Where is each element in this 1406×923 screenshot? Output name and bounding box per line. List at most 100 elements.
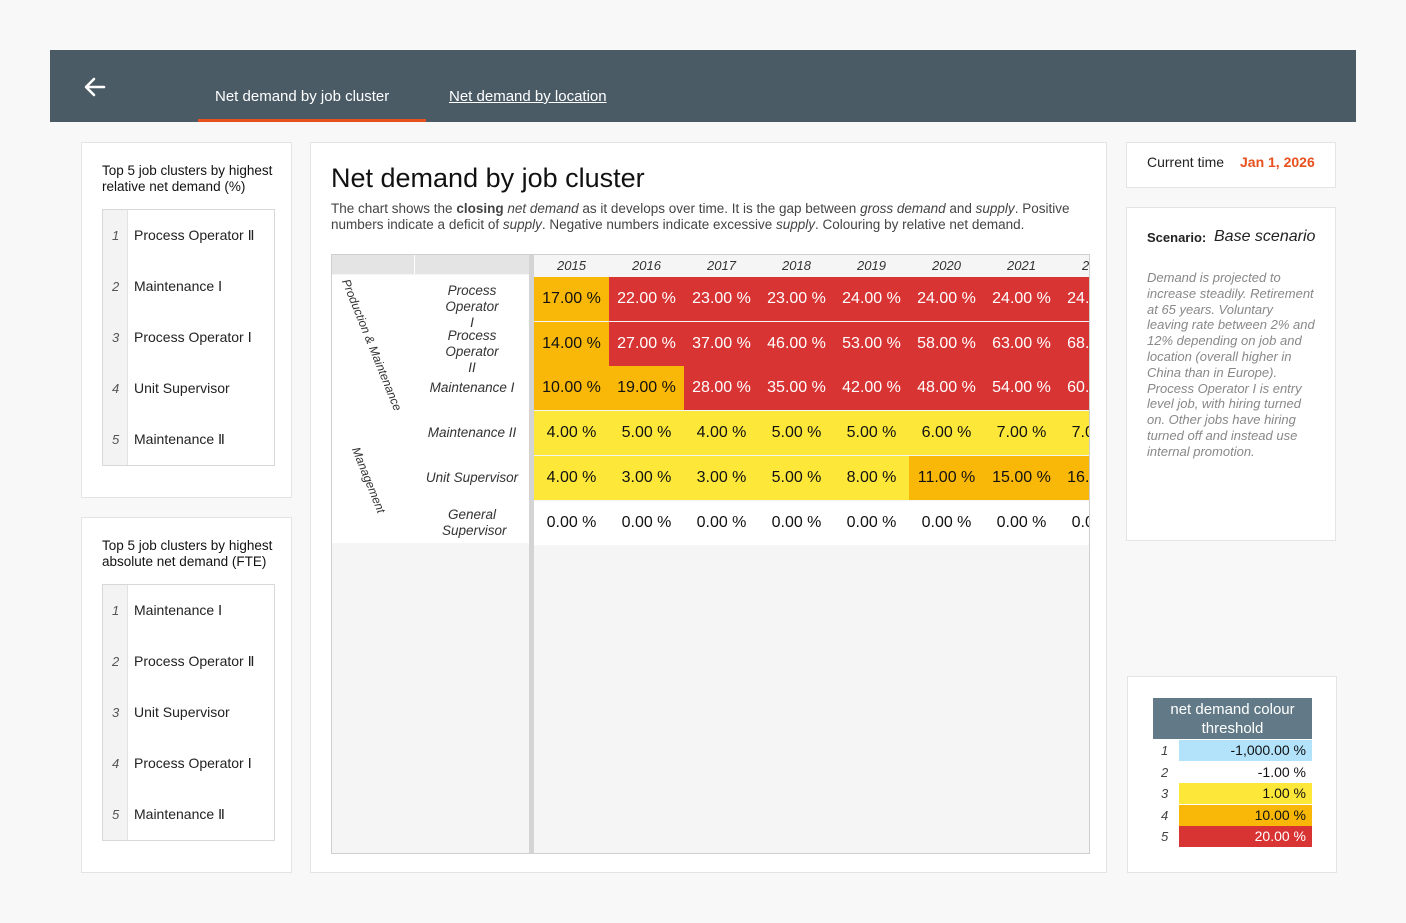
heatmap-cell[interactable]: 11.00 % <box>909 455 984 500</box>
heatmap-cell[interactable]: 5.00 % <box>834 411 909 456</box>
relative-rank-list: 1 Process Operator Ⅱ 2 Maintenance Ⅰ 3 Proc… <box>102 209 275 466</box>
heatmap-cell[interactable]: 16.00 % <box>1059 455 1089 500</box>
heatmap-cell[interactable]: 0.00 % <box>1059 500 1089 545</box>
heatmap-cell[interactable]: 22.00 % <box>609 277 684 321</box>
tab-net-demand-by-job-cluster[interactable]: Net demand by job cluster <box>215 88 390 105</box>
current-time-label: Current time <box>1147 154 1225 170</box>
heatmap-cell[interactable]: 0.00 % <box>834 500 909 545</box>
threshold-value: 1.00 % <box>1179 783 1312 804</box>
threshold-row: 3 1.00 % <box>1153 783 1312 805</box>
heatmap-cell[interactable]: 28.00 % <box>684 366 759 411</box>
heatmap-cell[interactable]: 17.00 % <box>534 277 609 321</box>
row-label: Maintenance I <box>429 380 515 396</box>
heatmap-cell[interactable]: 4.00 % <box>534 411 609 456</box>
threshold-row: 2 -1.00 % <box>1153 761 1312 784</box>
year-header: 2020 <box>932 258 961 273</box>
heatmap-cell[interactable]: 23.00 % <box>684 277 759 321</box>
arrow-left-icon[interactable] <box>82 74 108 100</box>
absolute-panel-title: Top 5 job clusters by highest absolute n… <box>102 538 273 569</box>
scenario-panel: Scenario: Base scenario Demand is projec… <box>1126 207 1336 541</box>
absolute-net-demand-panel: Top 5 job clusters by highest absolute n… <box>81 517 292 873</box>
threshold-value: -1.00 % <box>1179 761 1312 783</box>
heatmap-cell[interactable]: 35.00 % <box>759 366 834 411</box>
heatmap-cell[interactable]: 60.00 % <box>1059 366 1089 411</box>
heatmap-cell[interactable]: 8.00 % <box>834 455 909 500</box>
active-tab-indicator <box>198 119 426 122</box>
net-demand-heatmap[interactable]: 2015 2016 2017 2018 2019 2020 2021 2022 Process … <box>331 254 1090 854</box>
row-label: Process Operator II <box>445 327 499 375</box>
heatmap-cell[interactable]: 5.00 % <box>759 455 834 500</box>
heatmap-cell[interactable]: 48.00 % <box>909 366 984 411</box>
heatmap-cell[interactable]: 23.00 % <box>759 277 834 321</box>
threshold-index: 3 <box>1153 783 1179 804</box>
threshold-row: 4 10.00 % <box>1153 804 1312 827</box>
threshold-index: 4 <box>1153 804 1179 826</box>
heatmap-cell[interactable]: 24.00 % <box>834 277 909 321</box>
list-item: 4 Unit Supervisor <box>112 380 230 396</box>
heatmap-cell[interactable]: 3.00 % <box>609 455 684 500</box>
heatmap-cell[interactable]: 7.00 % <box>984 411 1059 456</box>
heatmap-cell[interactable]: 37.00 % <box>684 321 759 366</box>
year-header: 2016 <box>632 258 661 273</box>
threshold-value: -1,000.00 % <box>1179 740 1312 761</box>
scenario-description: Demand is projected to increase steadily… <box>1147 270 1315 459</box>
current-time-value: Jan 1, 2026 <box>1240 154 1315 170</box>
threshold-row: 5 20.00 % <box>1153 826 1312 848</box>
year-header: 2017 <box>707 258 736 273</box>
heatmap-cell[interactable]: 0.00 % <box>759 500 834 545</box>
heatmap-cell[interactable]: 58.00 % <box>909 321 984 366</box>
absolute-rank-list: 1 Maintenance Ⅰ 2 Process Operator Ⅱ 3 Unit… <box>102 584 275 841</box>
heatmap-cell[interactable]: 5.00 % <box>759 411 834 456</box>
row-label: Process Operator I <box>445 283 499 330</box>
page-title: Net demand by job cluster <box>331 163 645 193</box>
row-label: Maintenance II <box>427 425 517 441</box>
heatmap-cell[interactable]: 24.00 % <box>909 277 984 321</box>
relative-panel-title: Top 5 job clusters by highest relative n… <box>102 163 273 194</box>
scenario-label: Scenario: <box>1147 230 1207 245</box>
current-time-panel: Current time Jan 1, 2026 <box>1126 142 1336 188</box>
list-item: 3 Unit Supervisor <box>112 704 230 720</box>
heatmap-cell[interactable]: 7.00 % <box>1059 411 1089 456</box>
heatmap-cell[interactable]: 27.00 % <box>609 321 684 366</box>
list-item: 5 Maintenance Ⅱ <box>112 431 225 447</box>
heatmap-cell[interactable]: 5.00 % <box>609 411 684 456</box>
year-header: 2021 <box>1007 258 1036 273</box>
heatmap-cell[interactable]: 54.00 % <box>984 366 1059 411</box>
heatmap-cell[interactable]: 53.00 % <box>834 321 909 366</box>
main-chart-panel: Net demand by job cluster The chart show… <box>310 142 1107 873</box>
heatmap-cell[interactable]: 4.00 % <box>684 411 759 456</box>
heatmap-cell[interactable]: 14.00 % <box>534 321 609 366</box>
heatmap-cell[interactable]: 46.00 % <box>759 321 834 366</box>
heatmap-cell[interactable]: 0.00 % <box>534 500 609 545</box>
heatmap-cell[interactable]: 15.00 % <box>984 455 1059 500</box>
year-header: 2015 <box>557 258 586 273</box>
grid-header-corner <box>332 255 529 274</box>
row-header-area <box>332 275 529 543</box>
heatmap-cell[interactable]: 19.00 % <box>609 366 684 411</box>
threshold-index: 2 <box>1153 761 1179 783</box>
threshold-value: 20.00 % <box>1179 826 1312 847</box>
threshold-row: 1 -1,000.00 % <box>1153 740 1312 762</box>
threshold-panel: net demand colour threshold 1 -1,000.00 %… <box>1127 676 1337 873</box>
heatmap-cell[interactable]: 0.00 % <box>609 500 684 545</box>
heatmap-cell[interactable]: 68.00 % <box>1059 321 1089 366</box>
heatmap-cell[interactable]: 24.00 % <box>984 277 1059 321</box>
heatmap-cell[interactable]: 63.00 % <box>984 321 1059 366</box>
heatmap-cell[interactable]: 3.00 % <box>684 455 759 500</box>
year-header: 2018 <box>782 258 811 273</box>
heatmap-cell[interactable]: 24.00 % <box>1059 277 1089 321</box>
heatmap-cell[interactable]: 0.00 % <box>684 500 759 545</box>
scenario-name: Base scenario <box>1214 228 1316 245</box>
threshold-table-header: net demand colour threshold <box>1153 698 1312 739</box>
heatmap-cell[interactable]: 42.00 % <box>834 366 909 411</box>
heatmap-cell[interactable]: 10.00 % <box>534 366 609 411</box>
heatmap-cell[interactable]: 4.00 % <box>534 455 609 500</box>
frozen-column-divider <box>529 255 534 853</box>
heatmap-cell[interactable]: 6.00 % <box>909 411 984 456</box>
tab-net-demand-by-location[interactable]: Net demand by location <box>449 88 607 105</box>
heatmap-cell[interactable]: 0.00 % <box>984 500 1059 545</box>
row-label: Unit Supervisor <box>425 469 519 485</box>
chart-description: The chart shows the closing net demand a… <box>331 201 1070 232</box>
heatmap-cell[interactable]: 0.00 % <box>909 500 984 545</box>
year-header: 2019 <box>857 258 886 273</box>
